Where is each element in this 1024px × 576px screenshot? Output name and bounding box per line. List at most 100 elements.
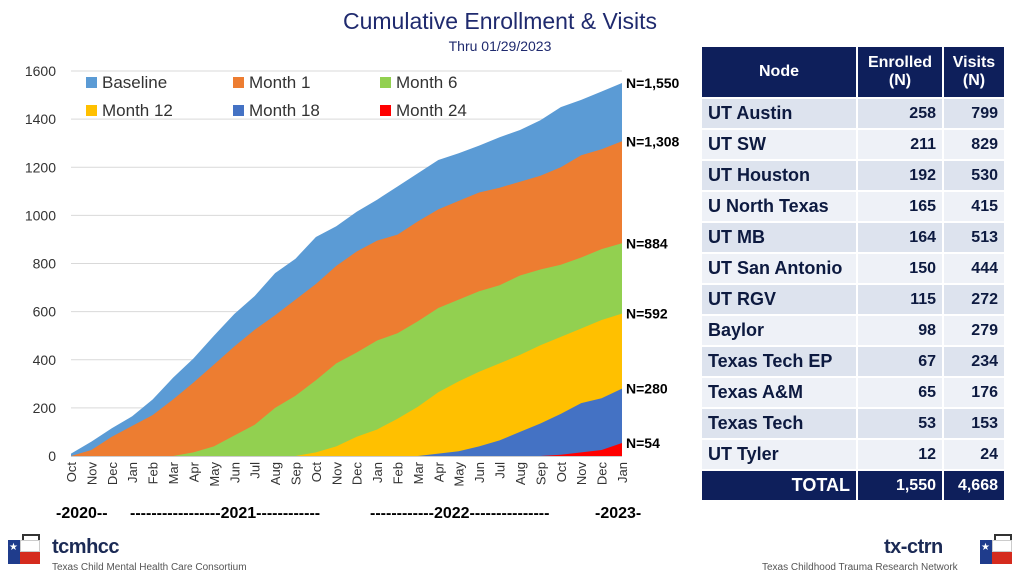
table-total-row: TOTAL 1,550 4,668 [702, 471, 1004, 500]
end-label: N=592 [626, 306, 668, 322]
legend-swatch [86, 105, 97, 116]
legend-swatch [233, 77, 244, 88]
y-tick-label: 0 [48, 448, 56, 464]
end-label: N=884 [626, 235, 668, 251]
enrolled-cell: 67 [858, 347, 942, 376]
x-tick-label: Jul [248, 462, 263, 479]
legend-swatch [86, 77, 97, 88]
area-month-12 [71, 313, 622, 456]
visits-cell: 153 [944, 409, 1004, 438]
x-tick-label: Oct [64, 462, 79, 483]
enrolled-cell: 165 [858, 192, 942, 221]
y-tick-label: 800 [33, 256, 57, 272]
y-tick-label: 600 [33, 304, 57, 320]
node-cell: U North Texas [702, 192, 856, 221]
table-row: Texas A&M 65 176 [702, 378, 1004, 407]
table-row: Baylor 98 279 [702, 316, 1004, 345]
tx-ctrn-logo-subtitle: Texas Childhood Trauma Research Network [762, 562, 958, 573]
x-tick-label: Mar [411, 461, 426, 484]
x-tick-label: Apr [431, 461, 446, 482]
tcmhcc-logo-subtitle: Texas Child Mental Health Care Consortiu… [52, 562, 247, 573]
x-tick-label: Nov [329, 462, 344, 486]
x-tick-label: Nov [574, 462, 589, 486]
y-tick-label: 1200 [25, 159, 56, 175]
enrolled-cell: 115 [858, 285, 942, 314]
x-tick-label: Dec [105, 462, 120, 486]
table-row: UT MB 164 513 [702, 223, 1004, 252]
x-tick-label: Nov [84, 462, 99, 486]
y-tick-label: 1600 [25, 63, 56, 79]
table-row: Texas Tech 53 153 [702, 409, 1004, 438]
node-cell: Baylor [702, 316, 856, 345]
header-visits: Visits (N) [944, 47, 1004, 97]
node-table: Node Enrolled (N) Visits (N) UT Austin 25… [700, 45, 1006, 502]
enrolled-cell: 12 [858, 440, 942, 469]
visits-cell: 444 [944, 254, 1004, 283]
x-tick-label: Jun [472, 462, 487, 483]
end-label: N=280 [626, 381, 668, 397]
x-tick-label: Oct [554, 462, 569, 483]
node-cell: UT Austin [702, 99, 856, 128]
header-node: Node [702, 47, 856, 97]
x-tick-label: May [452, 462, 467, 487]
x-tick-label: Jan [615, 462, 630, 483]
enrolled-cell: 164 [858, 223, 942, 252]
legend-label: Month 12 [102, 101, 173, 120]
x-tick-label: Aug [268, 462, 283, 485]
tcmhcc-logo-name: tcmhcc [52, 536, 120, 558]
table-row: UT San Antonio 150 444 [702, 254, 1004, 283]
enrolled-cell: 211 [858, 130, 942, 159]
legend-swatch [233, 105, 244, 116]
x-tick-label: Oct [309, 462, 324, 483]
tx-ctrn-logo: tx-ctrn Texas Childhood Trauma Research … [756, 534, 1024, 576]
total-label: TOTAL [702, 471, 856, 500]
total-enrolled: 1,550 [858, 471, 942, 500]
legend-swatch [380, 77, 391, 88]
legend-label: Month 18 [249, 101, 320, 120]
x-tick-label: Feb [391, 462, 406, 484]
table-row: U North Texas 165 415 [702, 192, 1004, 221]
area-month-18 [71, 388, 622, 456]
table-row: UT Houston 192 530 [702, 161, 1004, 190]
node-cell: Texas Tech EP [702, 347, 856, 376]
x-tick-label: Dec [595, 462, 610, 486]
visits-cell: 415 [944, 192, 1004, 221]
y-tick-label: 200 [33, 400, 57, 416]
enrolled-cell: 53 [858, 409, 942, 438]
visits-cell: 799 [944, 99, 1004, 128]
end-label: N=54 [626, 435, 660, 451]
end-label: N=1,550 [626, 75, 680, 91]
enrolled-cell: 65 [858, 378, 942, 407]
node-cell: UT MB [702, 223, 856, 252]
y-tick-label: 1000 [25, 207, 56, 223]
chart-title: Cumulative Enrollment & Visits [342, 8, 658, 34]
chart-subtitle: Thru 01/29/2023 [448, 38, 552, 54]
legend-swatch [380, 105, 391, 116]
x-tick-label: Apr [186, 461, 201, 482]
enrolled-cell: 150 [858, 254, 942, 283]
table-row: Texas Tech EP 67 234 [702, 347, 1004, 376]
texas-flag-icon: ★ [980, 534, 1012, 564]
node-cell: UT SW [702, 130, 856, 159]
year-labels: -2020-- -----------------2021------------… [0, 505, 700, 527]
y-tick-label: 400 [33, 352, 57, 368]
year-label: ------------2022--------------- [370, 505, 550, 522]
x-tick-label: Dec [350, 462, 365, 486]
legend-label: Month 6 [396, 73, 457, 92]
visits-cell: 272 [944, 285, 1004, 314]
table-row: UT SW 211 829 [702, 130, 1004, 159]
x-tick-label: May [207, 462, 222, 487]
total-visits: 4,668 [944, 471, 1004, 500]
table-row: UT Austin 258 799 [702, 99, 1004, 128]
node-cell: Texas Tech [702, 409, 856, 438]
year-label: -2020-- [56, 505, 108, 522]
y-tick-label: 1400 [25, 111, 56, 127]
enrollment-area-chart: 0 200 400 600 800 1000 1200 1400 1600 Oct Nov Dec Ja… [25, 63, 680, 487]
visits-cell: 24 [944, 440, 1004, 469]
area-month-24 [71, 443, 622, 456]
enrolled-cell: 192 [858, 161, 942, 190]
visits-cell: 513 [944, 223, 1004, 252]
table-row: UT RGV 115 272 [702, 285, 1004, 314]
x-tick-label: Sep [533, 462, 548, 485]
x-tick-label: Jun [227, 462, 242, 483]
